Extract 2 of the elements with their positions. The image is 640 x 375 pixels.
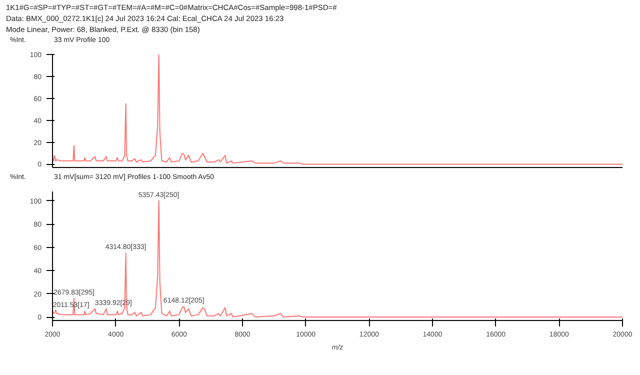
line-series bbox=[52, 200, 622, 318]
line-series bbox=[52, 54, 622, 165]
